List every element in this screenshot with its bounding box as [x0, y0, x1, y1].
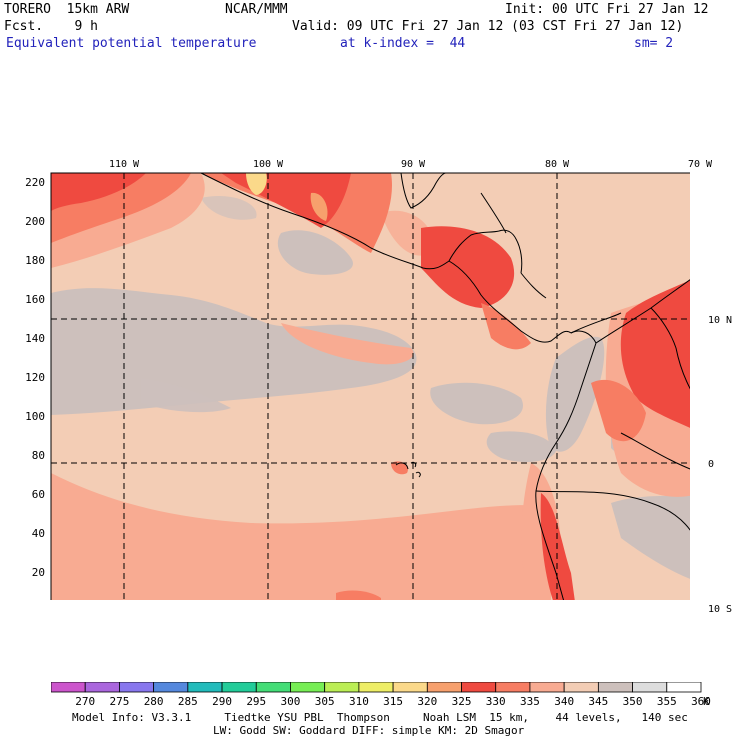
colorbar-swatch — [84, 682, 120, 693]
colorbar-level-label: 270 — [75, 695, 95, 708]
colorbar-swatch — [563, 682, 599, 693]
colorbar-swatch — [632, 682, 668, 693]
center-name: NCAR/MMM — [225, 2, 288, 17]
smoothing-info: sm= 2 — [634, 36, 674, 51]
colorbar-level-label: 340 — [554, 695, 574, 708]
lon-label: 70 W — [688, 159, 713, 170]
colorbar-swatch — [51, 682, 86, 693]
footer-physics-info: LW: Godd SW: Goddard DIFF: simple KM: 2D… — [213, 724, 525, 737]
colorbar-level-label: 330 — [486, 695, 506, 708]
forecast-hour: Fcst. 9 h — [4, 19, 98, 34]
colorbar-swatch — [221, 682, 257, 693]
colorbar-level-label: 335 — [520, 695, 540, 708]
colorbar-level-label: 295 — [246, 695, 266, 708]
lat-label: 0 — [708, 459, 714, 470]
colorbar-level-label: 320 — [417, 695, 437, 708]
colorbar-level-label: 315 — [383, 695, 403, 708]
colorbar-level-label: 310 — [349, 695, 369, 708]
colorbar-level-label: 355 — [657, 695, 677, 708]
colorbar-level-label: 350 — [623, 695, 643, 708]
colorbar-swatch — [119, 682, 155, 693]
colorbar-level-label: 360 — [691, 695, 711, 708]
colorbar-swatch — [666, 682, 702, 693]
coastlines — [200, 172, 690, 600]
colorbar-level-label: 290 — [212, 695, 232, 708]
colorbar-swatch — [255, 682, 291, 693]
colorbar-swatch — [461, 682, 497, 693]
colorbar: 270 275 280 285 290 295 300 305 310 315 320 325 330 3… — [51, 682, 711, 708]
colorbar-swatch — [153, 682, 189, 693]
colorbar-swatch — [495, 682, 531, 693]
footer-model-info: Model Info: V3.3.1 Tiedtke YSU PBL Thomp… — [72, 711, 688, 724]
colorbar-level-label: 280 — [144, 695, 164, 708]
colorbar-swatch — [597, 682, 633, 693]
colorbar-swatch — [358, 682, 394, 693]
colorbar-level-label: 345 — [588, 695, 608, 708]
colorbar-level-label: 325 — [452, 695, 472, 708]
level-info: at k-index = 44 — [340, 36, 466, 51]
colorbar-level-label: 275 — [109, 695, 129, 708]
map-border — [50, 172, 690, 600]
init-time: Init: 00 UTC Fri 27 Jan 12 — [505, 2, 709, 17]
colorbar-level-label: 285 — [178, 695, 198, 708]
map: 20 40 60 80 100 120 140 160 180 200 220 … — [50, 172, 690, 600]
colorbar-swatch — [529, 682, 565, 693]
colorbar-level-label: 305 — [315, 695, 335, 708]
valid-time: Valid: 09 UTC Fri 27 Jan 12 (03 CST Fri … — [292, 19, 684, 34]
lat-label: 10 S — [708, 604, 732, 615]
model-name: TORERO 15km ARW — [4, 2, 130, 17]
colorbar-level-label: 300 — [281, 695, 301, 708]
colorbar-swatch — [392, 682, 428, 693]
colorbar-swatch — [290, 682, 326, 693]
lat-label: 10 N — [708, 315, 732, 326]
hot-regions — [51, 173, 690, 600]
colorbar-swatch — [187, 682, 223, 693]
colorbar-unit: K — [703, 695, 710, 708]
colorbar-swatch — [324, 682, 360, 693]
colorbar-swatch — [426, 682, 462, 693]
graticule — [51, 173, 690, 600]
field-name: Equivalent potential temperature — [6, 36, 257, 51]
